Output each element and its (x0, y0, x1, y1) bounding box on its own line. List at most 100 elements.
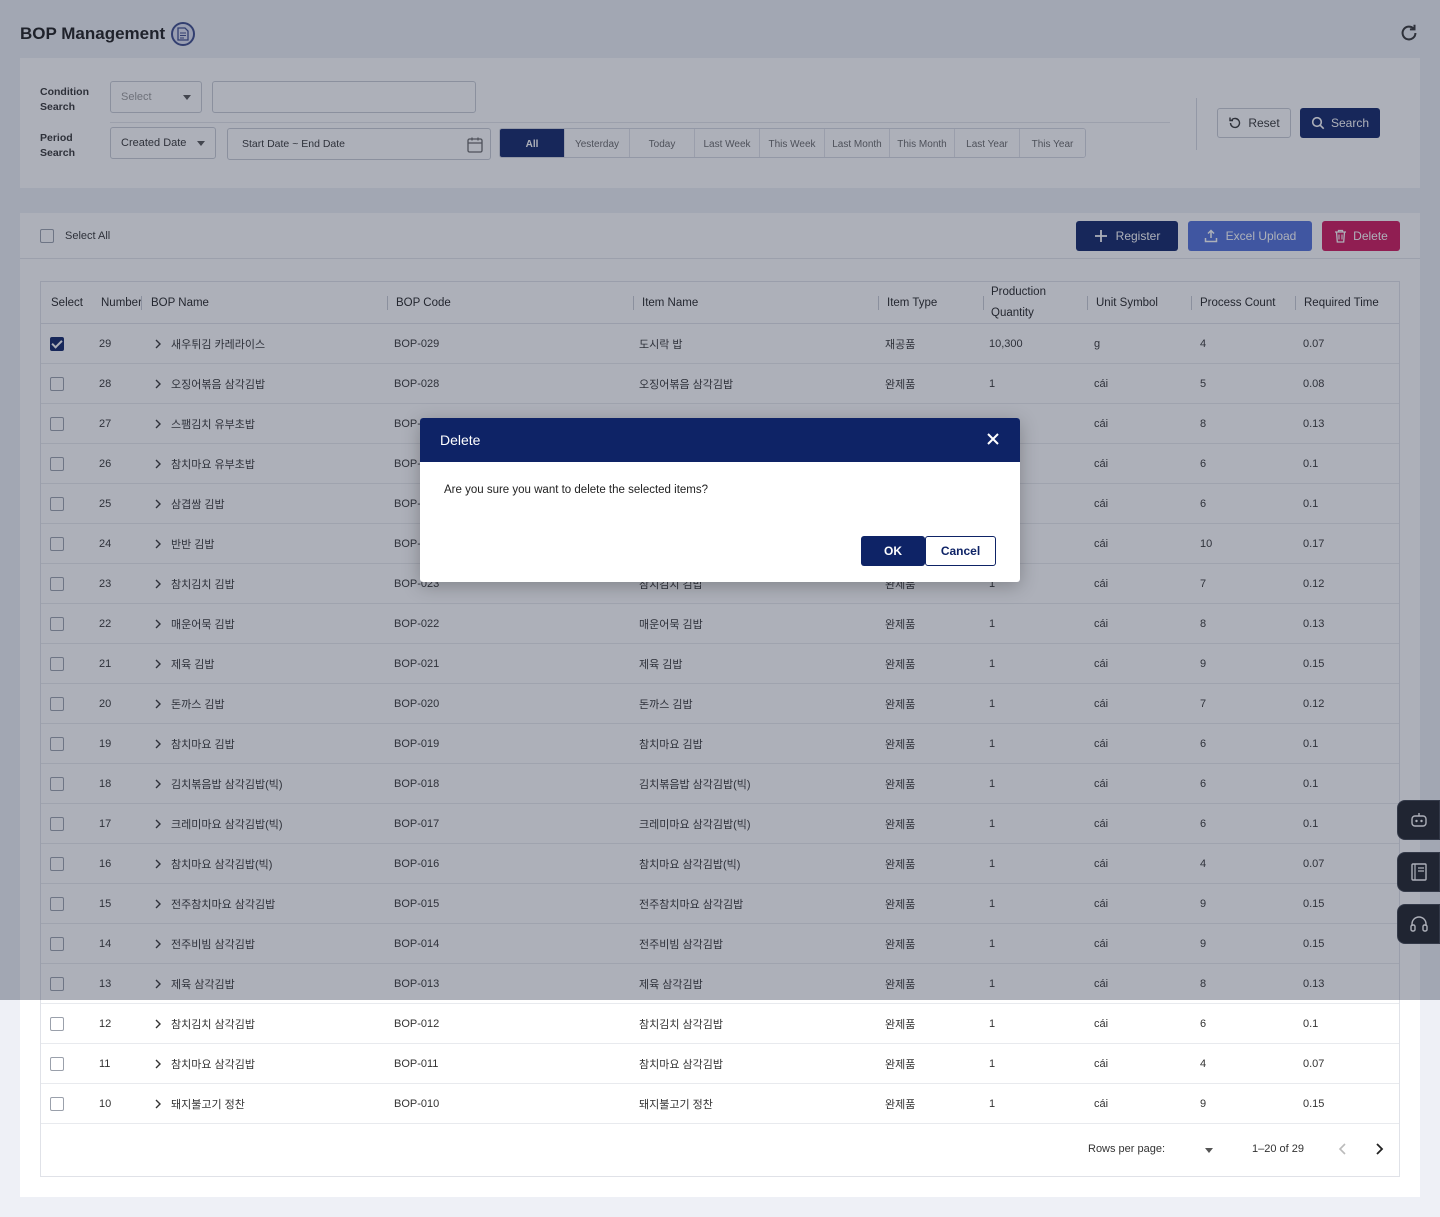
row-checkbox[interactable] (50, 377, 64, 391)
table-row[interactable]: 돈까스 김밥 20 BOP-020 돈까스 김밥 완제품 1 cái 7 0.12 (41, 684, 1399, 724)
bop-name-cell[interactable]: 참치마요 삼각김밥 (153, 1044, 255, 1084)
table-row[interactable]: 오징어볶음 삼각김밥 28 BOP-028 오징어볶음 삼각김밥 완제품 1 cái 5 0.0… (41, 364, 1399, 404)
chevron-right-icon[interactable] (153, 339, 163, 349)
period-type-select[interactable]: Created Date (110, 127, 216, 159)
column-header-process-count[interactable]: Process Count (1200, 296, 1276, 309)
select-all-checkbox[interactable] (40, 229, 54, 243)
delete-button[interactable]: Delete (1322, 221, 1400, 251)
date-range-input[interactable]: Start Date ~ End Date (227, 128, 491, 160)
period-last-year-button[interactable]: Last Year (955, 129, 1020, 157)
column-header-bop-code[interactable]: BOP Code (396, 296, 451, 309)
row-checkbox[interactable] (50, 777, 64, 791)
chevron-right-icon[interactable] (153, 659, 163, 669)
chevron-right-icon[interactable] (153, 1019, 163, 1029)
chevron-right-icon[interactable] (153, 979, 163, 989)
bop-name-cell[interactable]: 참치김치 김밥 (153, 564, 235, 604)
column-header-item-name[interactable]: Item Name (642, 296, 699, 309)
bop-name-cell[interactable]: 참치마요 김밥 (153, 724, 235, 764)
bop-name-cell[interactable]: 돈까스 김밥 (153, 684, 225, 724)
row-checkbox[interactable] (50, 697, 64, 711)
row-checkbox[interactable] (50, 417, 64, 431)
bop-name-cell[interactable]: 참치마요 유부초밥 (153, 444, 255, 484)
row-checkbox[interactable] (50, 1017, 64, 1031)
table-row[interactable]: 새우튀김 카레라이스 29 BOP-029 도시락 밥 재공품 10,300 g 4 0.07 (41, 324, 1399, 364)
row-checkbox[interactable] (50, 617, 64, 631)
register-button[interactable]: Register (1076, 221, 1178, 251)
row-checkbox[interactable] (50, 1057, 64, 1071)
period-today-button[interactable]: Today (630, 129, 695, 157)
bop-name-cell[interactable]: 스팸김치 유부초밥 (153, 404, 255, 444)
ok-button[interactable]: OK (861, 536, 925, 566)
row-checkbox[interactable] (50, 937, 64, 951)
support-headset-icon[interactable] (1397, 904, 1440, 944)
bop-name-cell[interactable]: 오징어볶음 삼각김밥 (153, 364, 265, 404)
row-checkbox[interactable] (50, 497, 64, 511)
bop-name-cell[interactable]: 삼겹쌈 김밥 (153, 484, 225, 524)
column-header-bop-name[interactable]: BOP Name (151, 296, 209, 309)
period-yesterday-button[interactable]: Yesterday (565, 129, 630, 157)
period-all-button[interactable]: All (500, 129, 565, 157)
table-row[interactable]: 매운어묵 김밥 22 BOP-022 매운어묵 김밥 완제품 1 cái 8 0.13 (41, 604, 1399, 644)
bop-name-cell[interactable]: 반반 김밥 (153, 524, 215, 564)
row-checkbox[interactable] (50, 817, 64, 831)
table-row[interactable]: 김치볶음밥 삼각김밥(빅) 18 BOP-018 김치볶음밥 삼각김밥(빅) 완제품 1 c… (41, 764, 1399, 804)
chevron-right-icon[interactable] (153, 619, 163, 629)
row-checkbox[interactable] (50, 457, 64, 471)
calendar-icon[interactable] (466, 136, 484, 154)
row-checkbox[interactable] (50, 857, 64, 871)
next-page-icon[interactable] (1372, 1142, 1386, 1156)
chevron-right-icon[interactable] (153, 459, 163, 469)
chevron-right-icon[interactable] (153, 379, 163, 389)
period-this-month-button[interactable]: This Month (890, 129, 955, 157)
column-header-production-quantity[interactable]: Production Quantity (991, 286, 1046, 319)
row-checkbox[interactable] (50, 737, 64, 751)
condition-search-input[interactable] (212, 81, 476, 113)
bop-name-cell[interactable]: 전주참치마요 삼각김밥 (153, 884, 275, 924)
table-row[interactable]: 참치김치 삼각김밥 12 BOP-012 참치김치 삼각김밥 완제품 1 cái 6 0.1 (41, 1004, 1399, 1044)
previous-page-icon[interactable] (1336, 1142, 1350, 1156)
chevron-right-icon[interactable] (153, 579, 163, 589)
select-all[interactable]: Select All (40, 229, 110, 243)
reset-button[interactable]: Reset (1217, 108, 1291, 138)
row-checkbox[interactable] (50, 977, 64, 991)
row-checkbox[interactable] (50, 577, 64, 591)
bop-name-cell[interactable]: 새우튀김 카레라이스 (153, 324, 265, 364)
bop-name-cell[interactable]: 참치김치 삼각김밥 (153, 1004, 255, 1044)
chevron-right-icon[interactable] (153, 819, 163, 829)
table-row[interactable]: 참치마요 삼각김밥 11 BOP-011 참치마요 삼각김밥 완제품 1 cái 4 0.07 (41, 1044, 1399, 1084)
table-row[interactable]: 제육 김밥 21 BOP-021 제육 김밥 완제품 1 cái 9 0.15 (41, 644, 1399, 684)
cancel-button[interactable]: Cancel (925, 536, 996, 566)
table-row[interactable]: 전주참치마요 삼각김밥 15 BOP-015 전주참치마요 삼각김밥 완제품 1 cái 9 0… (41, 884, 1399, 924)
rows-per-page-select[interactable] (1205, 1148, 1213, 1153)
chevron-right-icon[interactable] (153, 539, 163, 549)
chevron-right-icon[interactable] (153, 499, 163, 509)
period-this-week-button[interactable]: This Week (760, 129, 825, 157)
row-checkbox[interactable] (50, 657, 64, 671)
chevron-right-icon[interactable] (153, 779, 163, 789)
table-row[interactable]: 제육 삼각김밥 13 BOP-013 제육 삼각김밥 완제품 1 cái 8 0.13 (41, 964, 1399, 1004)
bop-name-cell[interactable]: 김치볶음밥 삼각김밥(빅) (153, 764, 283, 804)
close-icon[interactable] (986, 432, 1000, 446)
manual-book-icon[interactable] (1397, 852, 1440, 892)
condition-select[interactable]: Select (110, 81, 202, 113)
row-checkbox[interactable] (50, 1097, 64, 1111)
bop-name-cell[interactable]: 돼지불고기 정찬 (153, 1084, 245, 1124)
chevron-right-icon[interactable] (153, 939, 163, 949)
table-row[interactable]: 크레미마요 삼각김밥(빅) 17 BOP-017 크레미마요 삼각김밥(빅) 완제품 1 c… (41, 804, 1399, 844)
chevron-right-icon[interactable] (153, 899, 163, 909)
bop-name-cell[interactable]: 참치마요 삼각김밥(빅) (153, 844, 272, 884)
table-row[interactable]: 돼지불고기 정찬 10 BOP-010 돼지불고기 정찬 완제품 1 cái 9 0.15 (41, 1084, 1399, 1124)
bop-name-cell[interactable]: 제육 김밥 (153, 644, 215, 684)
column-header-unit-symbol[interactable]: Unit Symbol (1096, 296, 1158, 309)
period-this-year-button[interactable]: This Year (1020, 129, 1085, 157)
chevron-right-icon[interactable] (153, 1099, 163, 1109)
refresh-icon[interactable] (1398, 22, 1420, 44)
table-row[interactable]: 참치마요 삼각김밥(빅) 16 BOP-016 참치마요 삼각김밥(빅) 완제품 1 cái… (41, 844, 1399, 884)
chevron-right-icon[interactable] (153, 1059, 163, 1069)
table-row[interactable]: 참치마요 김밥 19 BOP-019 참치마요 김밥 완제품 1 cái 6 0.1 (41, 724, 1399, 764)
column-header-item-type[interactable]: Item Type (887, 296, 938, 309)
table-row[interactable]: 전주비빔 삼각김밥 14 BOP-014 전주비빔 삼각김밥 완제품 1 cái 9 0.15 (41, 924, 1399, 964)
document-icon[interactable] (171, 22, 196, 46)
period-last-week-button[interactable]: Last Week (695, 129, 760, 157)
row-checkbox[interactable] (50, 337, 64, 351)
